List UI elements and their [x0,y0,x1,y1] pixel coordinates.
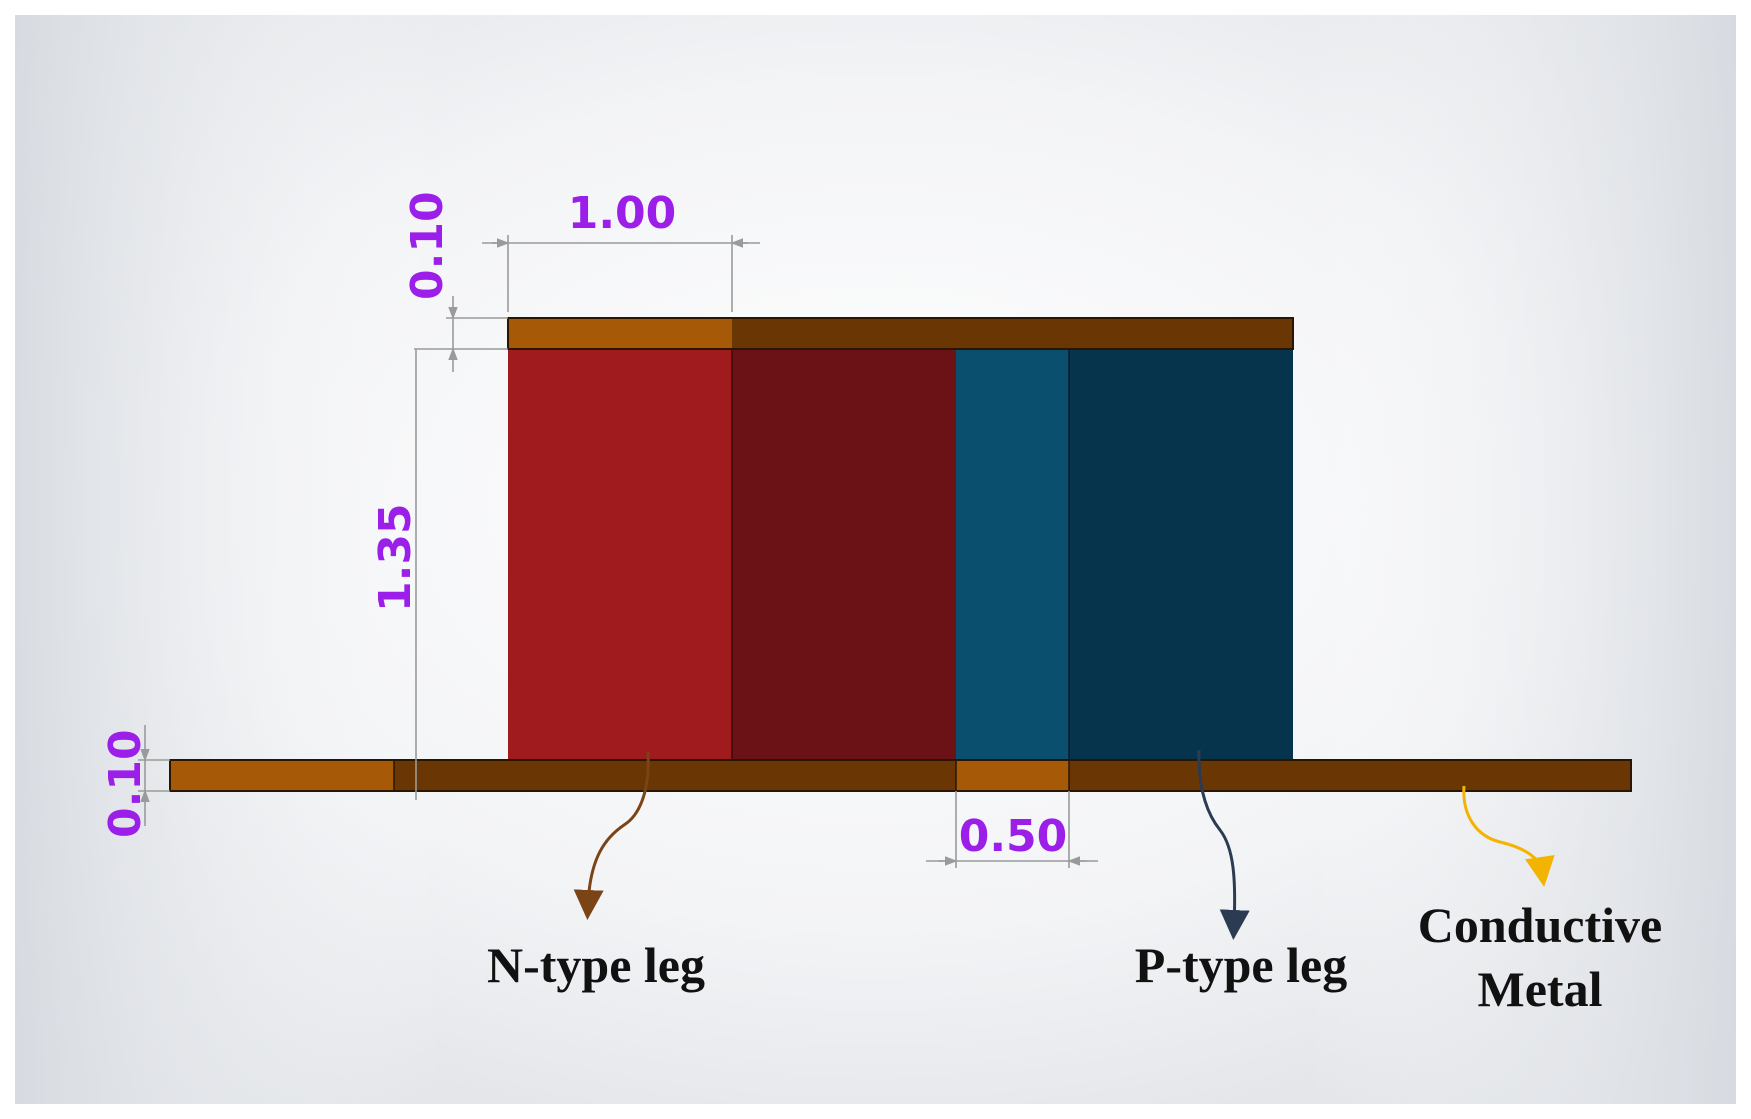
n-type-leg-callout-arrow [573,751,650,920]
bottom-plate-left-front [170,760,394,791]
bottom-plate-gap-front [956,760,1069,791]
conductive-metal-label-line2: Metal [1478,961,1603,1017]
dim-label-bottom-plate-thickness: 0.10 [100,729,151,838]
n-type-leg-side [732,349,956,760]
bottom-plate-right [1069,760,1631,791]
p-type-leg-front [956,349,1069,760]
dimension-leg-height: 1.35 [370,349,421,800]
dim-label-top-plate-thickness: 0.10 [402,191,453,300]
conductive-metal-label-line1: Conductive [1418,897,1662,953]
dimension-bottom-plate-thickness: 0.10 [100,725,170,838]
top-plate-front [508,318,732,349]
n-type-leg-label: N-type leg [487,937,705,993]
bottom-plate-middle [394,760,956,791]
p-type-leg-callout-arrow [1197,749,1250,940]
n-type-leg-front [508,349,732,760]
p-type-leg-side [1069,349,1293,760]
dim-label-gap-width: 0.50 [959,811,1068,862]
conductive-metal-callout-arrow [1462,785,1555,887]
dimension-gap-width: 0.50 [926,791,1098,868]
p-type-leg-label: P-type leg [1135,937,1347,993]
dim-label-leg-height: 1.35 [370,503,421,612]
dimension-top-plate-thickness: 0.10 [402,191,508,372]
top-plate-side [732,318,1293,349]
dim-label-leg-width: 1.00 [568,188,677,239]
dimension-leg-width: 1.00 [482,188,760,312]
